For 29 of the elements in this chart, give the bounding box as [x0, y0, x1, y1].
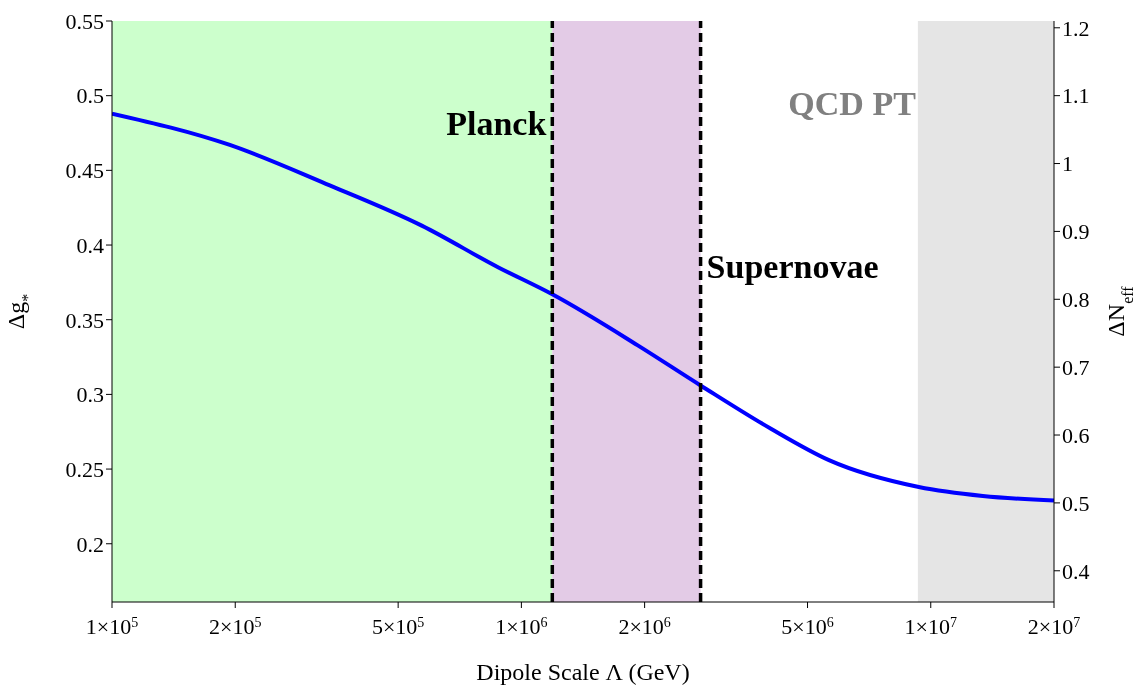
y-tick-label: 0.55	[65, 8, 104, 34]
y2-tick-label: 0.6	[1062, 422, 1090, 448]
y2-tick-label: 0.9	[1062, 219, 1090, 245]
y2-tick-label: 0.8	[1062, 287, 1090, 313]
y-tick-label: 0.5	[76, 83, 104, 109]
y2-tick-label: 0.4	[1062, 558, 1090, 584]
x-tick-label: 2×10$^{6}$	[618, 614, 671, 639]
ref-line-label: Supernovae	[706, 248, 879, 285]
y2-tick-label: 0.5	[1062, 490, 1090, 516]
y-tick-label: 0.25	[65, 456, 104, 482]
y2-tick-label: 0.7	[1062, 354, 1090, 380]
y-tick-label: 0.3	[76, 382, 104, 408]
x-tick-label: 5×10$^{5}$	[371, 614, 425, 639]
y2-tick-label: 1.2	[1062, 15, 1090, 41]
band-label: QCD PT	[788, 85, 917, 122]
ref-line-label: Planck	[446, 105, 547, 142]
x-tick-label: 2×10$^{5}$	[209, 614, 262, 639]
y2-tick-label: 1	[1062, 151, 1073, 177]
x-axis-title: Dipole Scale Λ (GeV)	[476, 659, 690, 685]
x-tick-label: 1×10$^{6}$	[495, 614, 548, 639]
y-tick-label: 0.35	[65, 307, 104, 333]
x-tick-label: 5×10$^{6}$	[781, 614, 834, 639]
x-tick-label: 1×10$^{7}$	[904, 614, 957, 639]
y-tick-label: 0.45	[65, 158, 104, 184]
y-tick-label: 0.2	[76, 531, 104, 557]
x-tick-label: 1×10$^{5}$	[85, 614, 139, 639]
x-tick-label: 2×10$^{7}$	[1027, 614, 1081, 639]
y-tick-label: 0.4	[76, 232, 104, 258]
y2-tick-label: 1.1	[1062, 83, 1090, 109]
